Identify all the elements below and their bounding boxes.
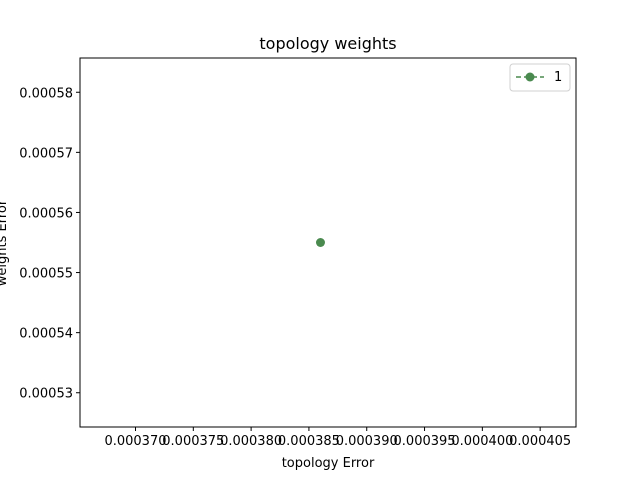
series-layer [315, 238, 325, 247]
legend-marker [525, 72, 535, 82]
x-tick-label: 0.000375 [162, 434, 224, 449]
y-tick-label: 0.00054 [19, 327, 73, 342]
x-tick-label: 0.000380 [220, 434, 282, 449]
x-tick-label: 0.000400 [451, 434, 513, 449]
chart-title: topology weights [259, 34, 396, 53]
legend-label-series-1: 1 [554, 70, 562, 85]
x-tick-label: 0.000385 [278, 434, 340, 449]
y-axis-ticks: 0.00053 0.00054 0.00055 0.00056 0.00057 0.000… [19, 86, 80, 402]
legend: 1 [509, 63, 571, 92]
x-tick-label: 0.000390 [336, 434, 398, 449]
x-tick-label: 0.000405 [509, 434, 571, 449]
y-axis-label: weights Error [0, 199, 10, 286]
x-axis-label: topology Error [282, 456, 375, 471]
x-tick-label: 0.000370 [104, 434, 166, 449]
y-tick-label: 0.00053 [19, 387, 73, 402]
data-point [315, 238, 325, 247]
y-tick-label: 0.00055 [19, 267, 73, 282]
x-tick-label: 0.000395 [394, 434, 456, 449]
y-tick-label: 0.00057 [19, 146, 73, 161]
plot-area [79, 57, 577, 428]
y-tick-label: 0.00058 [19, 86, 73, 101]
y-tick-label: 0.00056 [19, 206, 73, 221]
x-axis-ticks: 0.0003700.0003750.0003800.0003850.000390… [104, 427, 571, 449]
